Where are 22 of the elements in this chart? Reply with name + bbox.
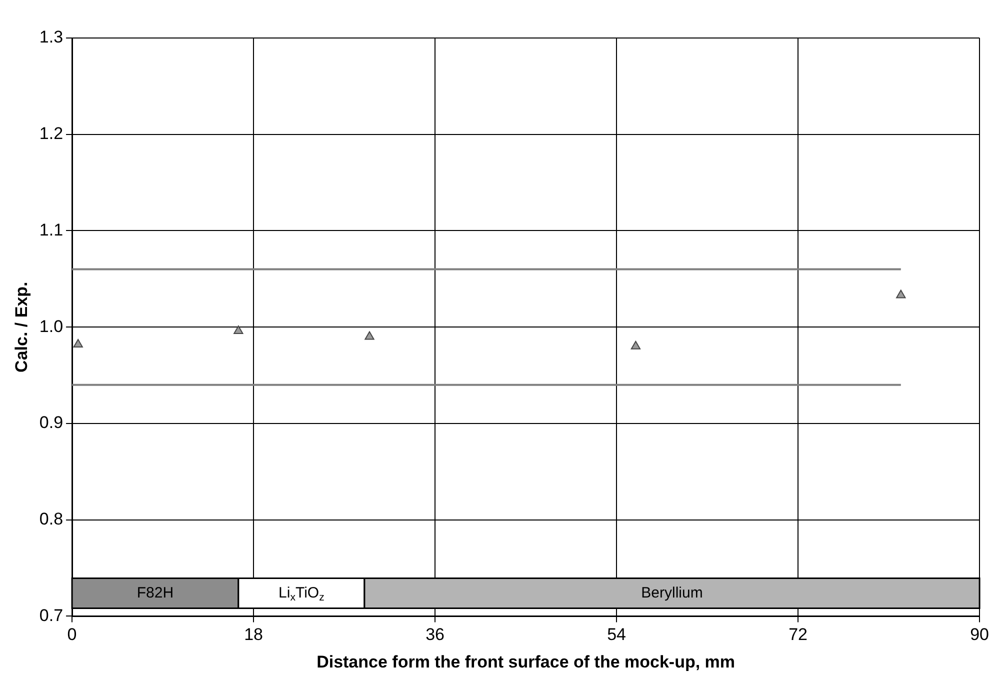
x-tick-label: 72: [788, 625, 808, 644]
y-axis-title: Calc. / Exp.: [12, 282, 31, 372]
x-tick-label: 36: [426, 625, 444, 644]
x-tick-label: 18: [244, 625, 263, 644]
x-tick-label: 0: [67, 625, 77, 644]
x-tick-label: 90: [970, 625, 990, 644]
y-tick-label: 1.3: [39, 28, 64, 47]
point: [234, 325, 244, 334]
band-label: F82H: [136, 584, 174, 602]
y-tick-label: 1.2: [39, 124, 64, 144]
y-tick-label: 0.7: [39, 606, 64, 625]
point: [896, 290, 906, 298]
y-tick-label: 1.0: [39, 316, 64, 336]
x-axis-title: Distance form the front surface of the mock-up, mm: [316, 652, 736, 672]
point: [630, 340, 641, 350]
y-tick-label: 0.8: [39, 510, 64, 529]
x-tick-label: 54: [607, 625, 626, 644]
y-tick-label: 0.9: [39, 413, 64, 432]
point: [73, 338, 83, 348]
y-tick-label: 1.1: [39, 220, 64, 240]
point: [364, 331, 374, 340]
band-label: Beryllium: [641, 584, 703, 602]
